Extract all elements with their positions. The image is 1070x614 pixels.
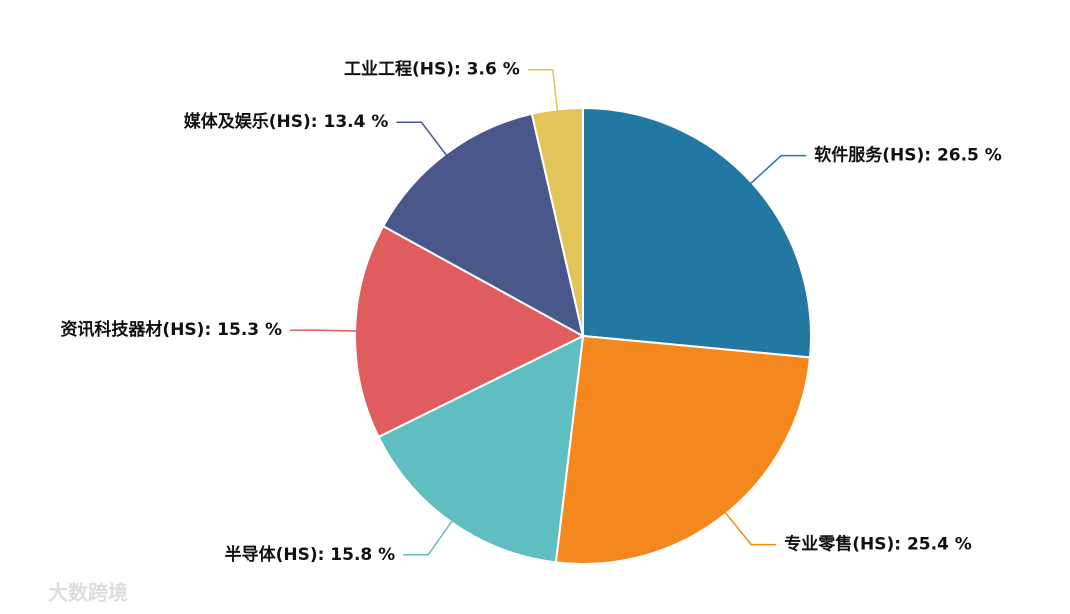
leader-line <box>290 329 358 332</box>
slice-label: 半导体(HS): 15.8 % <box>225 544 396 565</box>
leader-line <box>403 520 454 556</box>
slice-label: 工业工程(HS): 3.6 % <box>344 60 520 80</box>
leader-line <box>527 68 559 112</box>
leader-line <box>749 154 807 185</box>
watermark: 大数跨境 <box>48 581 128 605</box>
slice-label: 媒体及娱乐(HS): 13.4 % <box>184 111 389 132</box>
leader-line <box>724 511 777 546</box>
pie-slice <box>582 106 812 359</box>
pie-slice <box>554 334 812 565</box>
leader-line <box>396 121 448 157</box>
slice-label: 软件服务(HS): 26.5 % <box>814 145 1002 166</box>
slice-label: 专业零售(HS): 25.4 % <box>784 534 972 555</box>
slice-label: 资讯科技器材(HS): 15.3 % <box>60 319 282 340</box>
